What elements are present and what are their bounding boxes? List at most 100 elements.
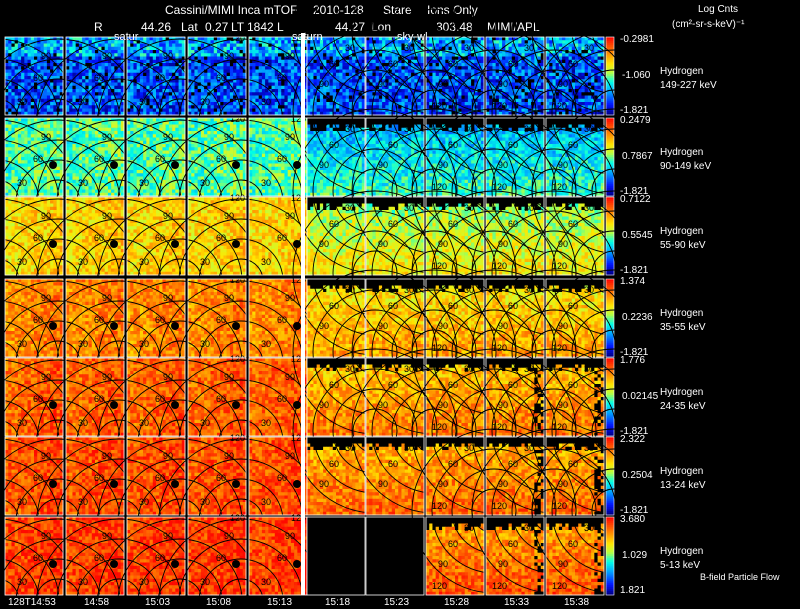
- pixel: [287, 69, 292, 74]
- pixel: [104, 56, 109, 61]
- pixel: [594, 92, 598, 96]
- pixel: [388, 79, 393, 83]
- pixel: [40, 144, 44, 148]
- pixel: [366, 82, 370, 87]
- pixel: [14, 59, 19, 64]
- pixel: [82, 56, 86, 61]
- pixel: [591, 79, 595, 83]
- pixel: [326, 56, 330, 61]
- pixel: [518, 40, 522, 44]
- pixel: [278, 72, 282, 77]
- pixel: [59, 111, 64, 116]
- pixel: [146, 105, 150, 109]
- pixel: [220, 37, 224, 41]
- pixel: [40, 102, 44, 106]
- pixel: [117, 69, 122, 74]
- pixel: [17, 108, 22, 113]
- pixel: [378, 72, 383, 77]
- pixel: [284, 98, 288, 103]
- pixel: [258, 50, 263, 54]
- pixel: [66, 76, 70, 80]
- pixel: [268, 92, 272, 96]
- pixel: [372, 79, 376, 83]
- pixel: [249, 69, 253, 74]
- pixel: [252, 69, 256, 74]
- pixel: [284, 50, 288, 54]
- pixel: [242, 69, 247, 74]
- pixel: [50, 124, 54, 129]
- panel-border: [65, 36, 125, 116]
- contour-label: 60: [216, 73, 226, 83]
- pixel: [511, 69, 516, 74]
- pixel: [37, 56, 41, 61]
- pixel: [278, 108, 282, 113]
- pixel: [348, 98, 353, 103]
- pixel: [310, 108, 314, 113]
- pixel: [43, 56, 48, 61]
- pixel: [226, 95, 231, 100]
- pixel: [72, 59, 76, 64]
- pixel: [578, 40, 582, 44]
- pixel: [361, 63, 366, 67]
- pixel: [107, 53, 112, 57]
- pixel: [326, 102, 330, 106]
- pixel: [226, 82, 231, 87]
- contour-label: 90: [163, 51, 173, 61]
- pixel: [162, 95, 166, 100]
- pixel: [53, 56, 57, 61]
- pixel: [37, 170, 41, 174]
- pixel: [107, 72, 112, 77]
- pixel: [78, 50, 83, 54]
- pixel: [233, 59, 237, 64]
- pixel: [268, 105, 272, 109]
- pixel: [127, 40, 131, 44]
- pixel: [323, 102, 327, 106]
- pixel: [43, 127, 48, 132]
- pixel: [21, 79, 25, 83]
- pixel: [200, 72, 205, 77]
- pixel: [587, 82, 592, 87]
- pixel: [398, 92, 402, 96]
- pixel: [181, 105, 186, 109]
- pixel: [581, 63, 585, 67]
- pixel: [255, 111, 259, 116]
- pixel: [34, 69, 38, 74]
- pixel: [200, 43, 205, 48]
- pixel: [53, 92, 57, 96]
- pixel: [278, 56, 282, 61]
- pixel: [213, 92, 218, 96]
- pixel: [239, 69, 244, 74]
- pixel: [91, 69, 96, 74]
- pixel: [101, 76, 105, 80]
- pixel: [175, 43, 179, 48]
- pixel: [14, 173, 19, 177]
- pixel: [8, 173, 12, 177]
- pixel: [78, 56, 83, 61]
- pixel: [233, 105, 237, 109]
- pixel: [303, 92, 308, 96]
- pixel: [91, 95, 96, 100]
- pixel: [168, 89, 173, 93]
- pixel: [56, 89, 61, 93]
- pixel: [458, 69, 462, 74]
- pixel: [226, 50, 231, 54]
- pixel: [111, 56, 115, 61]
- pixel: [345, 92, 350, 96]
- pixel: [271, 72, 276, 77]
- pixel: [233, 46, 237, 51]
- pixel: [178, 89, 183, 93]
- pixel: [274, 82, 279, 87]
- contour-label: 30: [584, 43, 594, 53]
- pixel: [21, 189, 25, 194]
- pixel: [358, 46, 363, 51]
- pixel: [361, 79, 366, 83]
- pixel: [342, 92, 346, 96]
- pixel: [27, 111, 32, 116]
- pixel: [66, 124, 70, 129]
- pixel: [85, 79, 89, 83]
- pixel: [30, 173, 35, 177]
- pixel: [332, 53, 337, 57]
- pixel: [233, 69, 237, 74]
- pixel: [249, 92, 253, 96]
- pixel: [21, 53, 25, 57]
